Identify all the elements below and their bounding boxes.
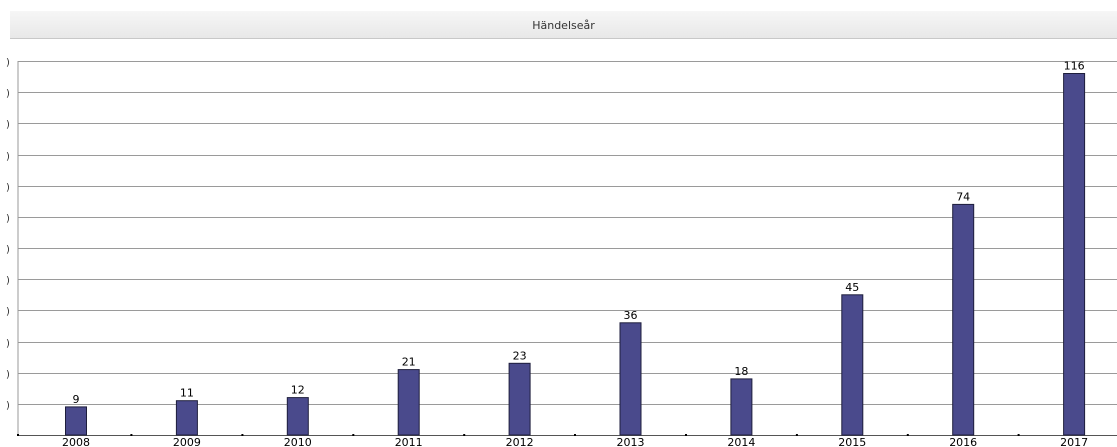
x-tick-label-2014: 2014 bbox=[727, 436, 755, 447]
y-tick-label-stub: ) bbox=[6, 401, 10, 412]
bar-2011 bbox=[397, 369, 420, 436]
y-tick-label-stub: ) bbox=[6, 339, 10, 350]
y-tick-label-stub: ) bbox=[6, 152, 10, 163]
y-tick-label-stub: ) bbox=[6, 245, 10, 256]
y-tick-label-stub: ) bbox=[6, 214, 10, 225]
y-tick-label-stub: ) bbox=[6, 89, 10, 100]
data-label-2013: 36 bbox=[624, 309, 638, 322]
x-tick-label-2013: 2013 bbox=[617, 436, 645, 447]
x-tick-label-2015: 2015 bbox=[838, 436, 866, 447]
data-label-2011: 21 bbox=[402, 356, 416, 369]
data-label-2010: 12 bbox=[291, 384, 305, 397]
bar-2012 bbox=[508, 362, 531, 436]
bar-2016 bbox=[952, 203, 975, 436]
x-axis-tick bbox=[17, 434, 19, 436]
data-label-2009: 11 bbox=[180, 387, 194, 400]
x-tick-label-2012: 2012 bbox=[506, 436, 534, 447]
x-tick-label-2016: 2016 bbox=[949, 436, 977, 447]
y-tick-label-stub: ) bbox=[6, 120, 10, 131]
x-axis-tick bbox=[906, 434, 909, 436]
bar-2013 bbox=[619, 322, 642, 436]
chart-title: Händelseår bbox=[532, 19, 595, 32]
x-tick-label-2008: 2008 bbox=[62, 436, 90, 447]
data-label-2014: 18 bbox=[734, 365, 748, 378]
x-axis-tick bbox=[795, 434, 798, 436]
bar-2017 bbox=[1063, 73, 1086, 436]
bar-2008 bbox=[65, 406, 87, 436]
data-label-2016: 74 bbox=[956, 190, 970, 203]
x-tick-label-2011: 2011 bbox=[395, 436, 423, 447]
data-label-2015: 45 bbox=[845, 281, 859, 294]
bar-2009 bbox=[175, 400, 198, 436]
bar-2010 bbox=[286, 397, 309, 436]
y-tick-label-stub: ) bbox=[6, 58, 10, 69]
x-axis-tick bbox=[685, 434, 687, 436]
y-tick-label-stub: ) bbox=[6, 276, 10, 287]
chart-header: Händelseår bbox=[10, 11, 1117, 39]
x-axis-tick bbox=[574, 434, 576, 436]
x-axis-tick bbox=[1017, 434, 1020, 436]
y-tick-label-stub: ) bbox=[6, 183, 10, 194]
x-tick-label-2009: 2009 bbox=[173, 436, 201, 447]
data-label-2008: 9 bbox=[73, 393, 80, 406]
bar-2015 bbox=[841, 294, 864, 436]
x-axis-tick bbox=[352, 434, 355, 436]
bar-2014 bbox=[730, 378, 753, 436]
x-tick-label-2010: 2010 bbox=[284, 436, 312, 447]
x-axis-tick bbox=[241, 434, 244, 436]
data-label-2012: 23 bbox=[513, 349, 527, 362]
x-tick-label-2017: 2017 bbox=[1060, 436, 1088, 447]
x-axis-tick bbox=[463, 434, 466, 436]
y-tick-label-stub: ) bbox=[6, 370, 10, 381]
data-label-2017: 116 bbox=[1064, 60, 1085, 73]
x-axis-tick bbox=[130, 434, 133, 436]
y-tick-label-stub: ) bbox=[6, 307, 10, 318]
